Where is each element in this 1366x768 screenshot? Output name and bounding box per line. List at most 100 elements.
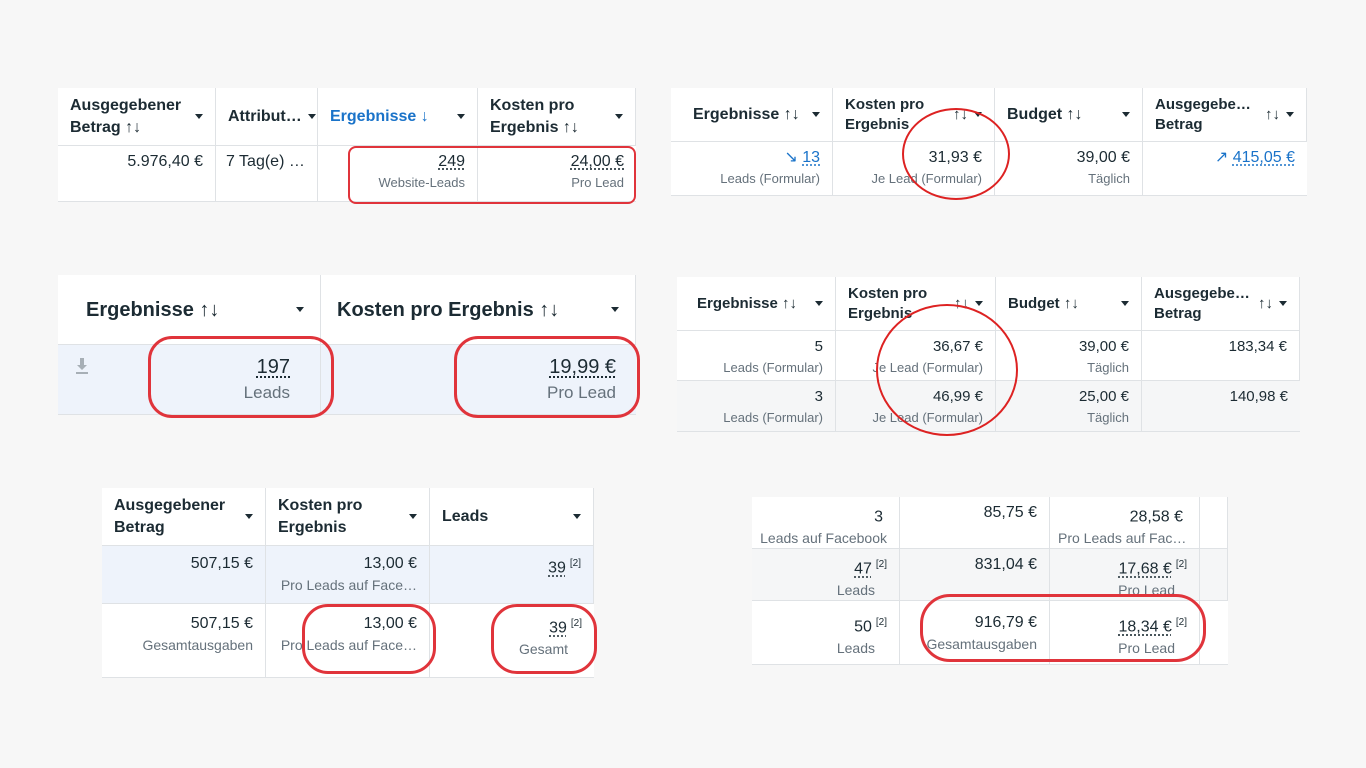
caret-down-icon[interactable] — [1121, 301, 1129, 306]
header-label: Kosten pro Ergebnis ↑↓ — [337, 298, 560, 321]
caret-down-icon[interactable] — [1122, 112, 1130, 117]
spent-value: 85,75 € — [983, 504, 1037, 521]
spent-value: 507,15 € — [190, 555, 253, 572]
footnote: [2] — [875, 559, 887, 570]
results-value[interactable]: 249 — [438, 153, 465, 170]
column-header-results[interactable]: Ergebnisse ↑↓ — [671, 88, 833, 142]
column-header-cost-per-result[interactable]: Kosten pro Ergebnis ↑↓ — [321, 275, 636, 345]
spent-value: 140,98 € — [1229, 388, 1288, 405]
caret-down-icon[interactable] — [1279, 301, 1287, 306]
header-label: Leads — [442, 507, 489, 525]
caret-down-icon[interactable] — [195, 114, 203, 119]
cost-value[interactable]: 19,99 € — [549, 356, 616, 378]
cell-spent: 5.976,40 € — [58, 146, 216, 202]
trend-down-icon: ↘ — [784, 149, 798, 166]
cell-cost-per-result: 28,58 € Pro Leads auf Face… — [1050, 497, 1200, 549]
leads-type — [430, 578, 593, 580]
column-header-cost-per-result[interactable]: Kosten pro Ergebnis ↑↓ — [478, 88, 636, 146]
cell-attribution: 7 Tag(e) … — [216, 146, 318, 202]
results-value[interactable]: 47 — [854, 560, 872, 578]
spent-type — [102, 574, 265, 576]
footnote: [2] — [569, 558, 581, 569]
column-header-results[interactable]: Ergebnisse ↓ — [318, 88, 478, 146]
caret-down-icon[interactable] — [1286, 112, 1294, 117]
header-label: Ergebnisse ↑↓ — [86, 298, 220, 321]
caret-down-icon[interactable] — [296, 307, 304, 312]
column-header-cost-per-result[interactable]: Kosten pro Ergebnis ↑↓ — [833, 88, 995, 142]
cost-type: Pro Leads auf Face… — [1058, 530, 1195, 547]
cell-value: 5.976,40 € — [127, 153, 203, 170]
caret-down-icon[interactable] — [615, 114, 623, 119]
header-label: Ausgegebener Betrag — [114, 496, 226, 536]
results-value[interactable]: 197 — [256, 356, 290, 378]
results-type: Leads auf Facebook — [760, 530, 887, 547]
column-header-budget[interactable]: Budget ↑↓ — [995, 88, 1143, 142]
column-header-spent[interactable]: Ausgegebener Betrag — [102, 488, 266, 546]
column-header-results[interactable]: Ergebnisse ↑↓ — [58, 275, 321, 345]
header-label: Ausgegebe… Betrag — [1154, 284, 1250, 322]
column-header-leads[interactable]: Leads — [430, 488, 594, 546]
results-type: Leads — [243, 383, 290, 402]
column-header-spent[interactable]: Ausgegebe… Betrag ↑↓ — [1142, 277, 1300, 331]
budget-value: 25,00 € — [1078, 388, 1129, 405]
column-header-cost-per-result[interactable]: Kosten pro Ergebnis — [266, 488, 430, 546]
cell-spent: 183,34 € — [1142, 331, 1300, 381]
sort-arrows-icon[interactable]: ↑↓ — [954, 294, 969, 312]
sort-arrows-icon[interactable]: ↑↓ — [1265, 105, 1280, 123]
cell-cost-per-result: 13,00 € Pro Leads auf Face… — [266, 604, 430, 678]
caret-down-icon[interactable] — [457, 114, 465, 119]
spent-type: Gesamtausgaben — [142, 637, 253, 653]
header-label: Ausgegebener Betrag ↑↓ — [70, 96, 182, 136]
cell-results: 47 [2] Leads — [752, 549, 900, 601]
caret-down-icon[interactable] — [409, 514, 417, 519]
results-value: 3 — [874, 508, 883, 526]
footnote: [2] — [1175, 617, 1187, 628]
empty-cell — [1200, 497, 1228, 549]
column-header-spent[interactable]: Ausgegebe… Betrag ↑↓ — [1143, 88, 1307, 142]
leads-value[interactable]: 39 — [548, 559, 566, 577]
column-header-spent[interactable]: Ausgegebener Betrag ↑↓ — [58, 88, 216, 146]
cost-value: 31,93 € — [928, 149, 982, 166]
cost-value[interactable]: 24,00 € — [570, 153, 624, 170]
cell-cost-per-result: 36,67 € Je Lead (Formular) — [836, 331, 996, 381]
table-5: Ausgegebener Betrag Kosten pro Ergebnis … — [102, 488, 594, 678]
cost-type: Je Lead (Formular) — [871, 171, 982, 186]
cell-results: ↘ 13 Leads (Formular) — [671, 142, 833, 196]
results-value[interactable]: 13 — [802, 149, 820, 166]
column-header-results[interactable]: Ergebnisse ↑↓ — [677, 277, 836, 331]
caret-down-icon[interactable] — [975, 301, 983, 306]
column-header-budget[interactable]: Budget ↑↓ — [996, 277, 1142, 331]
cost-type: Pro Lead — [1118, 582, 1175, 599]
footnote: [2] — [875, 617, 887, 628]
cell-results: 197 Leads — [58, 345, 321, 415]
caret-down-icon[interactable] — [307, 114, 316, 119]
table-1: Ausgegebener Betrag ↑↓ Attribut… Ergebni… — [58, 88, 636, 202]
spent-type — [900, 523, 1049, 525]
column-header-attribution[interactable]: Attribut… — [216, 88, 318, 146]
results-type: Leads (Formular) — [723, 360, 823, 375]
caret-down-icon[interactable] — [611, 307, 619, 312]
leads-value[interactable]: 39 — [549, 619, 567, 637]
cost-type: Pro Lead — [547, 383, 616, 402]
sort-arrows-icon[interactable]: ↑↓ — [953, 105, 968, 123]
table-4: Ergebnisse ↑↓ Kosten pro Ergebnis ↑↓ Bud… — [677, 277, 1300, 432]
caret-down-icon[interactable] — [573, 514, 581, 519]
caret-down-icon[interactable] — [245, 514, 253, 519]
caret-down-icon[interactable] — [812, 112, 820, 117]
download-icon[interactable] — [74, 357, 90, 375]
empty-cell — [1200, 601, 1228, 665]
table-3: Ergebnisse ↑↓ Kosten pro Ergebnis ↑↓ 197… — [58, 275, 636, 415]
cell-cost-per-result: 31,93 € Je Lead (Formular) — [833, 142, 995, 196]
caret-down-icon[interactable] — [815, 301, 823, 306]
spent-value[interactable]: 415,05 € — [1232, 149, 1295, 166]
cost-value[interactable]: 18,34 € — [1118, 618, 1172, 636]
footnote: [2] — [570, 618, 582, 629]
caret-down-icon[interactable] — [974, 112, 982, 117]
cell-budget: 25,00 € Täglich — [996, 381, 1142, 432]
sort-arrows-icon[interactable]: ↑↓ — [1258, 294, 1273, 312]
cost-value: 46,99 € — [932, 388, 983, 405]
results-type: Leads (Formular) — [723, 410, 823, 425]
column-header-cost-per-result[interactable]: Kosten pro Ergebnis ↑↓ — [836, 277, 996, 331]
cell-spent: 140,98 € — [1142, 381, 1300, 432]
cost-value[interactable]: 17,68 € — [1118, 560, 1172, 578]
